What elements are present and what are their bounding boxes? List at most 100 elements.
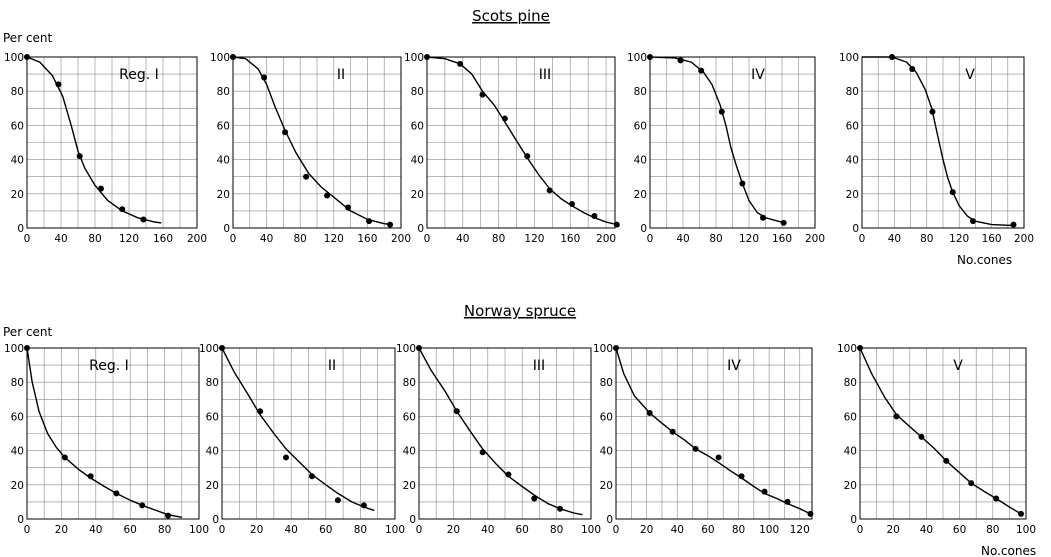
fitted-curve	[615, 347, 811, 515]
data-point	[969, 218, 976, 225]
x-tick-label: 60	[953, 524, 966, 536]
fitted-curve	[862, 56, 1012, 227]
x-tick-label: 80	[492, 233, 505, 245]
panel-8: 0 20 40 60 80 100 0 20 40 60 80 100 III	[396, 343, 601, 536]
data-point	[613, 221, 620, 228]
y-tick-label: 60	[634, 120, 647, 132]
x-tick-label: 40	[260, 233, 273, 245]
panel-3: 0 20 40 60 80 100 0 40 80 120 160 200 III	[404, 52, 620, 245]
data-point	[165, 512, 172, 519]
data-point	[692, 445, 699, 452]
panel-label: Reg. I	[89, 358, 129, 374]
data-point	[308, 473, 315, 480]
y-tick-label: 80	[403, 377, 416, 389]
y-tick-label: 0	[640, 223, 647, 235]
data-point	[569, 201, 576, 208]
y-tick-label: 20	[634, 189, 647, 201]
y-tick-label: 20	[600, 480, 613, 492]
data-point	[501, 115, 508, 122]
data-point	[949, 189, 956, 196]
data-point	[646, 409, 653, 416]
y-tick-label: 20	[403, 480, 416, 492]
x-tick-label: 160	[357, 233, 377, 245]
y-tick-label: 100	[199, 343, 219, 355]
data-point	[993, 495, 1000, 502]
x-tick-label: 200	[596, 233, 616, 245]
y-tick-label: 0	[17, 223, 24, 235]
y-tick-label: 60	[846, 120, 859, 132]
x-tick-label: 160	[982, 233, 1002, 245]
y-tick-label: 40	[11, 155, 24, 167]
x-tick-label: 40	[456, 233, 469, 245]
plot-frame	[861, 56, 1025, 229]
panel-label: IV	[751, 67, 765, 83]
x-tick-label: 40	[671, 524, 684, 536]
x-tick-label: 80	[709, 233, 722, 245]
panel-label: IV	[727, 358, 741, 374]
x-tick-label: 100	[759, 524, 779, 536]
y-tick-label: 40	[206, 446, 219, 458]
x-tick-label: 20	[640, 524, 653, 536]
x-tick-label: 120	[324, 233, 344, 245]
x-tick-label: 80	[88, 233, 101, 245]
y-tick-label: 80	[846, 86, 859, 98]
data-point	[230, 54, 236, 60]
y-tick-label: 60	[11, 411, 24, 423]
y-tick-label: 40	[844, 446, 857, 458]
x-tick-label: 200	[391, 233, 411, 245]
data-point	[888, 54, 895, 60]
data-point	[76, 153, 83, 160]
plot-frame	[221, 347, 396, 520]
data-point	[784, 498, 791, 505]
y-tick-label: 40	[411, 155, 424, 167]
panel-5: 0 20 40 60 80 100 0 40 80 120 160 200 V	[839, 52, 1034, 245]
y-tick-label: 100	[4, 343, 24, 355]
x-axis-label-top: No.cones	[957, 253, 1012, 267]
panel-label: III	[539, 67, 551, 83]
y-tick-label: 40	[846, 155, 859, 167]
panel-label: II	[337, 67, 345, 83]
x-tick-label: 60	[319, 524, 332, 536]
x-tick-label: 0	[859, 233, 866, 245]
x-tick-label: 40	[481, 524, 494, 536]
x-tick-label: 0	[24, 233, 31, 245]
data-point	[24, 54, 30, 60]
data-point	[1010, 221, 1017, 228]
data-point	[739, 180, 746, 187]
x-tick-label: 20	[250, 524, 263, 536]
y-tick-label: 60	[206, 411, 219, 423]
data-point	[24, 345, 30, 351]
y-axis-label-top: Per cent	[3, 31, 53, 45]
x-tick-label: 80	[354, 524, 367, 536]
data-point	[929, 108, 936, 115]
panel-label: III	[533, 358, 545, 374]
norway-spruce-title: Norway spruce	[464, 302, 576, 320]
data-point	[909, 65, 916, 72]
data-point	[857, 345, 863, 351]
data-point	[669, 428, 676, 435]
y-tick-label: 80	[844, 377, 857, 389]
fitted-curve	[26, 56, 162, 224]
x-tick-label: 160	[153, 233, 173, 245]
data-point	[303, 173, 310, 180]
data-point	[119, 206, 126, 213]
x-tick-label: 40	[89, 524, 102, 536]
plot-frame	[426, 56, 616, 229]
y-tick-label: 40	[11, 446, 24, 458]
data-point	[968, 480, 975, 487]
y-tick-label: 60	[403, 411, 416, 423]
x-tick-label: 80	[732, 524, 745, 536]
y-tick-label: 60	[217, 120, 230, 132]
data-point	[718, 108, 725, 115]
x-tick-label: 0	[647, 233, 654, 245]
x-tick-label: 120	[949, 233, 969, 245]
data-point	[139, 502, 146, 509]
data-point	[524, 153, 531, 160]
x-tick-label: 40	[676, 233, 689, 245]
data-point	[61, 454, 68, 461]
y-tick-label: 100	[593, 343, 613, 355]
x-tick-label: 40	[54, 233, 67, 245]
y-axis-label-bottom: Per cent	[3, 325, 53, 339]
x-tick-label: 160	[772, 233, 792, 245]
